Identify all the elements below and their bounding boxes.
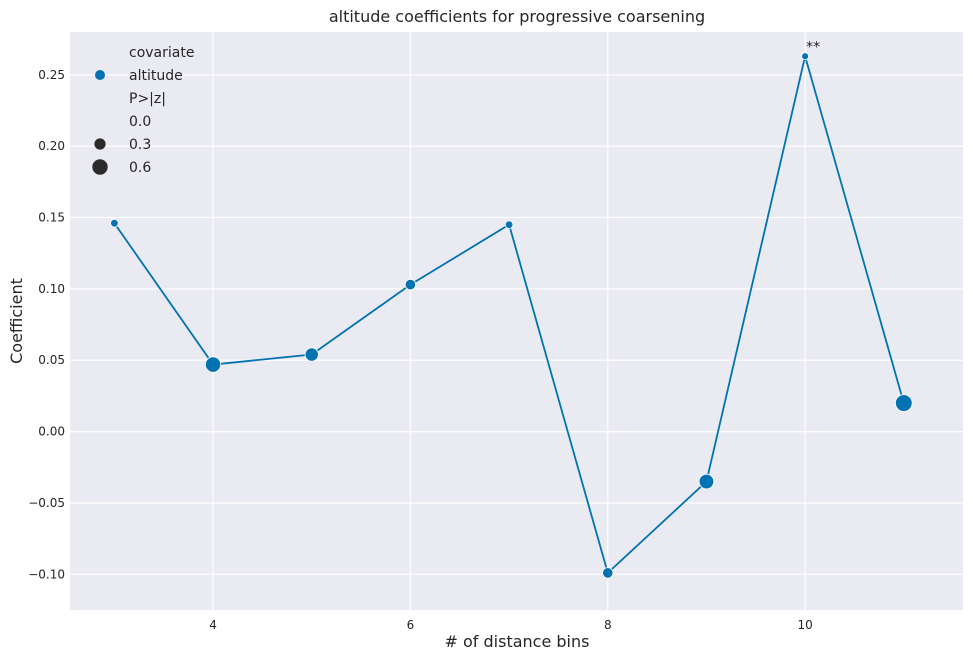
data-point (404, 278, 417, 291)
y-tick-labels: −0.10 −0.05 0.00 0.05 0.10 0.15 0.20 0.25 (28, 68, 65, 582)
legend-hue-marker (95, 70, 105, 80)
significance-annotation: ** (806, 39, 820, 55)
y-tick-label: −0.10 (28, 567, 65, 581)
data-point (504, 220, 514, 229)
legend: covariate altitude P>|z| 0.0 0.3 0.6 (92, 45, 194, 176)
x-tick-labels: 4 6 8 10 (209, 618, 813, 632)
y-tick-label: 0.15 (38, 211, 65, 225)
data-point (801, 52, 810, 61)
legend-size-label: 0.0 (129, 114, 151, 130)
legend-size-marker (92, 159, 108, 175)
y-tick-label: −0.05 (28, 496, 65, 510)
x-tick-label: 4 (209, 618, 217, 632)
legend-hue-label: altitude (129, 68, 183, 84)
data-point (894, 394, 913, 412)
grid-lines (70, 32, 963, 610)
annotations: ** (806, 39, 820, 55)
x-axis-label: # of distance bins (445, 632, 590, 651)
y-tick-label: 0.20 (38, 139, 65, 153)
x-tick-label: 10 (797, 618, 812, 632)
x-tick-label: 6 (407, 618, 415, 632)
y-tick-label: 0.10 (38, 282, 65, 296)
data-point (110, 218, 119, 228)
plot-area (70, 32, 963, 610)
data-series (110, 52, 913, 579)
x-tick-label: 8 (604, 618, 612, 632)
chart-title: altitude coefficients for progressive co… (329, 7, 705, 26)
data-point (602, 567, 614, 579)
y-tick-label: 0.05 (38, 353, 65, 367)
y-tick-label: 0.00 (38, 425, 65, 439)
data-point (304, 347, 319, 362)
legend-size-label: 0.6 (129, 160, 151, 176)
data-point (204, 356, 222, 373)
legend-size-marker (94, 138, 106, 150)
legend-size-title: P>|z| (129, 91, 166, 107)
y-axis-label: Coefficient (7, 278, 26, 364)
y-tick-label: 0.25 (38, 68, 65, 82)
data-point (698, 473, 715, 490)
legend-hue-title: covariate (129, 45, 194, 61)
legend-size-label: 0.3 (129, 137, 151, 153)
